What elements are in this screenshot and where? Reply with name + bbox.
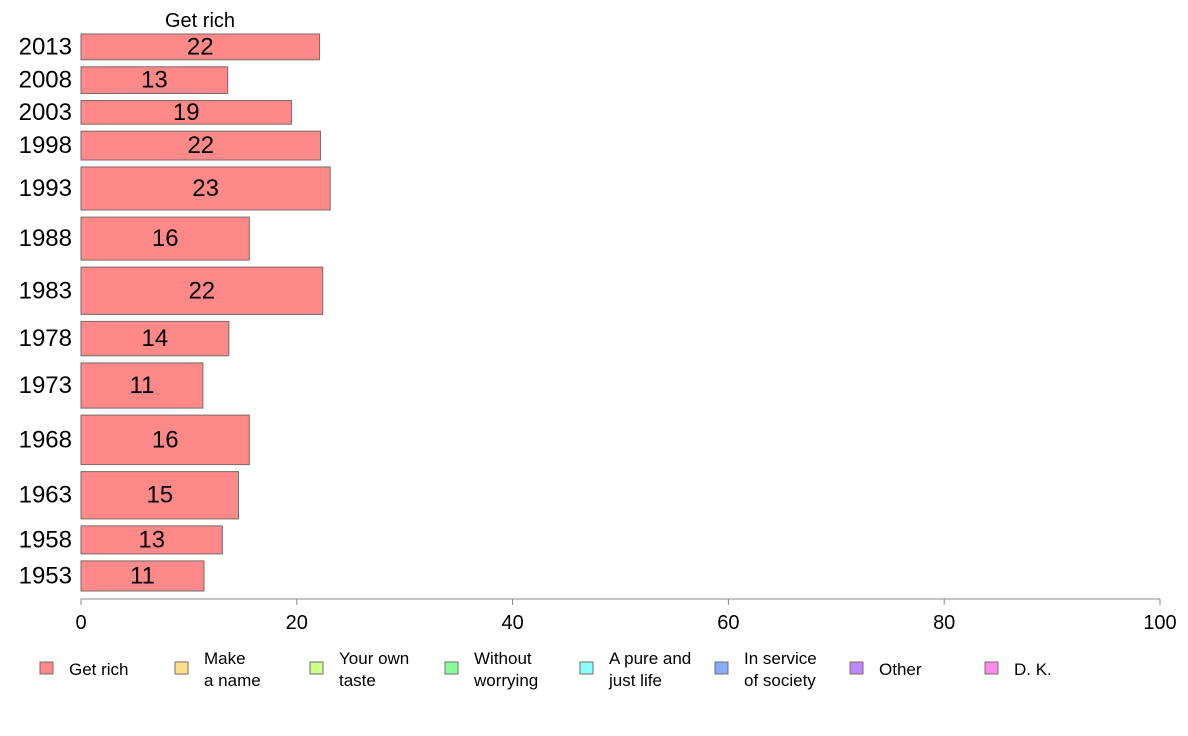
legend-label-your-own-taste: Your own taste — [339, 649, 409, 690]
bar-2008 — [80, 66, 229, 95]
x-tick-label-40: 40 — [501, 612, 523, 634]
legend-swatch-in-service-of-society — [714, 661, 729, 675]
legend-label-other: Other — [879, 660, 922, 679]
year-label-1988: 1988 — [19, 225, 72, 252]
value-label-2008: 13 — [141, 67, 168, 94]
bar-2003 — [80, 100, 292, 125]
bar-1958 — [80, 525, 223, 555]
year-label-2008: 2008 — [19, 67, 72, 94]
value-label-1958: 13 — [138, 526, 165, 553]
value-label-1978: 14 — [142, 325, 169, 352]
legend-swatch-other — [849, 661, 864, 675]
year-label-1998: 1998 — [19, 132, 72, 159]
year-label-1983: 1983 — [19, 277, 72, 304]
value-label-1963: 15 — [146, 482, 173, 509]
bar-1973 — [80, 362, 204, 409]
bar-1978 — [80, 320, 230, 357]
year-label-1973: 1973 — [19, 372, 72, 399]
year-label-1993: 1993 — [19, 175, 72, 202]
series-title: Get rich — [165, 10, 235, 32]
bar-2013 — [80, 33, 320, 61]
legend-swatch-your-own-taste — [309, 661, 324, 675]
value-label-1953: 11 — [130, 562, 155, 589]
value-label-1993: 23 — [192, 175, 219, 202]
value-label-2003: 19 — [173, 99, 200, 126]
legend-swatch-without-worrying — [444, 661, 459, 675]
value-label-1968: 16 — [152, 426, 179, 453]
bar-1963 — [80, 471, 239, 520]
x-tick-label-80: 80 — [933, 612, 955, 634]
legend-swatch-make-a-name — [174, 661, 189, 675]
value-label-1973: 11 — [130, 372, 155, 399]
x-tick-label-100: 100 — [1143, 612, 1176, 634]
legend-label-d-k: D. K. — [1014, 660, 1052, 679]
year-label-2003: 2003 — [19, 99, 72, 126]
value-label-1988: 16 — [152, 225, 179, 252]
year-label-1963: 1963 — [19, 482, 72, 509]
bar-group: 2013 22 2008 13 2003 19 1998 22 1993 23 1988 16 1983… — [19, 33, 331, 592]
x-axis: 0 20 40 60 80 100 — [75, 598, 1177, 634]
legend-swatch-get-rich — [39, 661, 54, 675]
legend-label-without-worrying: Without worrying — [473, 649, 538, 690]
value-label-1998: 22 — [187, 132, 214, 159]
year-label-1958: 1958 — [19, 526, 72, 553]
x-tick-label-20: 20 — [286, 612, 308, 634]
bar-1968 — [80, 414, 250, 466]
legend-label-in-service-of-society: In service of society — [744, 649, 817, 690]
legend: Get rich Make a name Your own taste Without wo… — [39, 649, 1052, 690]
bar-1988 — [80, 216, 250, 261]
year-label-1953: 1953 — [19, 562, 72, 589]
bar-1998 — [80, 130, 321, 161]
bar-1993 — [80, 166, 331, 211]
value-label-1983: 22 — [188, 277, 215, 304]
x-tick-label-60: 60 — [717, 612, 739, 634]
legend-label-a-pure-and-just-life: A pure and just life — [608, 649, 691, 690]
year-label-1978: 1978 — [19, 325, 72, 352]
year-label-1968: 1968 — [19, 426, 72, 453]
legend-label-get-rich: Get rich — [69, 660, 129, 679]
legend-label-make-a-name: Make a name — [204, 649, 261, 690]
legend-swatch-a-pure-and-just-life — [579, 661, 594, 675]
legend-swatch-d-k — [984, 661, 999, 675]
year-label-2013: 2013 — [19, 33, 72, 60]
value-label-2013: 22 — [187, 33, 214, 60]
x-tick-label-0: 0 — [75, 612, 86, 634]
bar-1953 — [80, 560, 205, 592]
bar-1983 — [80, 266, 324, 315]
